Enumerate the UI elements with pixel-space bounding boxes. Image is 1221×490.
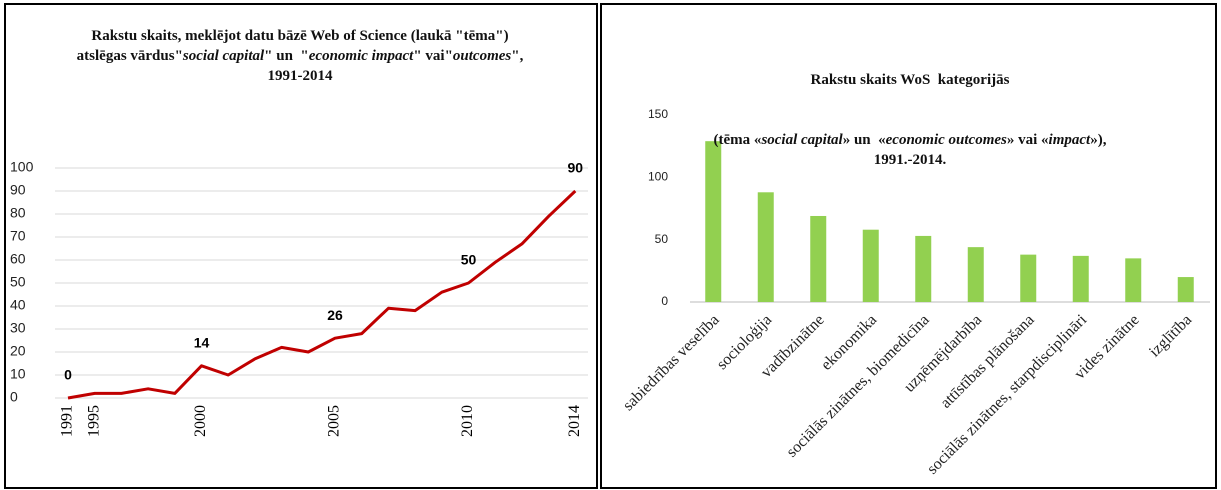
bar bbox=[810, 215, 827, 302]
bar bbox=[862, 229, 879, 302]
y-tick-label: 100 bbox=[648, 170, 668, 184]
title-segment: social capital bbox=[182, 48, 265, 64]
y-tick-label: 0 bbox=[661, 294, 668, 308]
data-label: 0 bbox=[64, 367, 72, 383]
x-tick-label: 2014 bbox=[566, 405, 583, 437]
y-tick-label: 80 bbox=[10, 205, 26, 221]
x-tick-label: 1991 bbox=[59, 405, 76, 437]
right-title: Rakstu skaits WoS kategorijās bbox=[810, 72, 1010, 88]
x-tick-label: 2010 bbox=[459, 405, 476, 437]
right-title-block: Rakstu skaits WoS kategorijās (tēma «soc… bbox=[680, 30, 1140, 190]
data-line bbox=[67, 189, 577, 400]
title-segment: " un " bbox=[264, 48, 309, 64]
y-tick-label: 20 bbox=[10, 343, 26, 359]
y-tick-label: 0 bbox=[10, 389, 18, 405]
title-segment: impact bbox=[1048, 132, 1091, 148]
x-tick-label: 2000 bbox=[192, 405, 209, 437]
bar bbox=[757, 192, 774, 302]
y-tick-label: 40 bbox=[10, 297, 26, 313]
y-tick-label: 90 bbox=[10, 182, 26, 198]
bar bbox=[1020, 254, 1037, 302]
x-tick-label: sabiedrības veselība bbox=[620, 311, 723, 414]
x-tick-label: 2005 bbox=[326, 405, 343, 437]
data-label: 50 bbox=[461, 252, 477, 268]
left-panel-border bbox=[4, 3, 598, 489]
bar bbox=[1177, 277, 1194, 302]
left-title: Rakstu skaits, meklējot datu bāzē Web of… bbox=[70, 26, 530, 86]
bar bbox=[967, 247, 984, 302]
right-panel-border bbox=[600, 3, 1217, 489]
right-subtitle: (tēma «social capital» un «economic outc… bbox=[680, 130, 1140, 170]
x-tick-label: 1995 bbox=[85, 405, 102, 437]
title-segment: outcomes bbox=[452, 48, 512, 64]
x-tick-label: izglītība bbox=[1146, 311, 1195, 360]
bar bbox=[705, 141, 722, 302]
bar bbox=[1072, 255, 1089, 302]
title-segment: economic outcomes bbox=[885, 132, 1007, 148]
y-tick-label: 50 bbox=[655, 232, 669, 246]
title-segment: economic impact bbox=[308, 48, 414, 64]
y-tick-label: 60 bbox=[10, 251, 26, 267]
bar bbox=[915, 235, 932, 302]
bar bbox=[1125, 258, 1142, 302]
title-segment: » vai « bbox=[1006, 132, 1049, 148]
y-tick-label: 70 bbox=[10, 228, 26, 244]
title-segment: " vai" bbox=[413, 48, 453, 64]
y-tick-label: 50 bbox=[10, 274, 26, 290]
data-label: 14 bbox=[194, 335, 210, 351]
y-tick-label: 10 bbox=[10, 366, 26, 382]
y-tick-label: 30 bbox=[10, 320, 26, 336]
y-tick-label: 100 bbox=[10, 159, 34, 175]
title-segment: ", 1991-2014 bbox=[267, 48, 528, 84]
data-label: 90 bbox=[568, 160, 584, 176]
data-label: 26 bbox=[327, 307, 343, 323]
title-segment: »), 1991.-2014. bbox=[873, 132, 1111, 168]
title-segment: social capital bbox=[761, 132, 843, 148]
title-segment: Rakstu skaits, meklējot datu bāzē Web of… bbox=[76, 28, 513, 64]
title-segment: » un « bbox=[842, 132, 886, 148]
x-tick-label: attīstības plānošana bbox=[937, 311, 1037, 411]
y-tick-label: 150 bbox=[648, 107, 668, 121]
title-segment: (tēma « bbox=[713, 132, 762, 148]
